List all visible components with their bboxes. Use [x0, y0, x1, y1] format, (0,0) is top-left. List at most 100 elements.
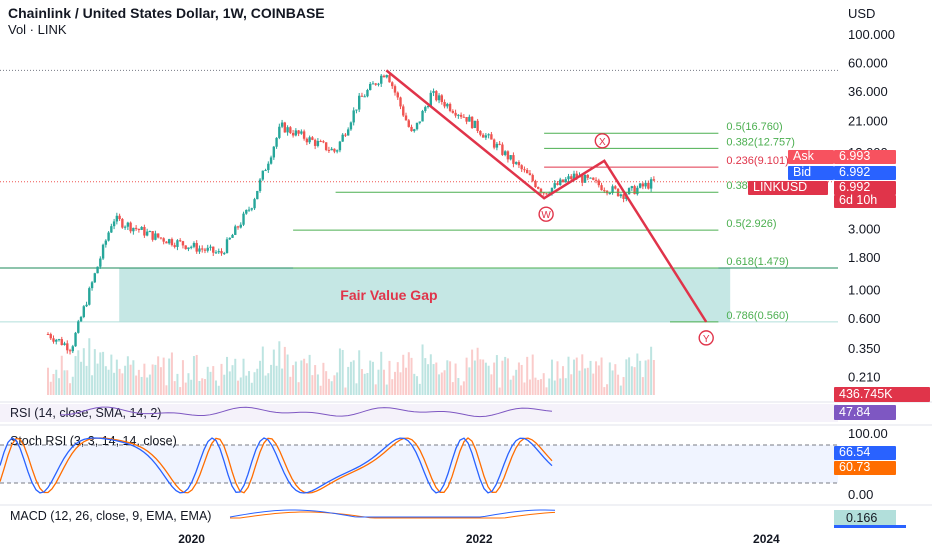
- volume-bar: [179, 387, 182, 395]
- volume-bar: [248, 371, 251, 395]
- candle-body: [531, 175, 534, 181]
- volume-bar: [528, 379, 531, 395]
- candle-body: [261, 170, 265, 180]
- candle-body: [225, 239, 229, 254]
- volume-bar: [515, 369, 518, 395]
- candle-body: [410, 126, 413, 132]
- candle-body: [264, 170, 267, 172]
- volume-bar: [272, 349, 275, 395]
- candle-body: [335, 150, 339, 152]
- volume-bar: [63, 370, 66, 395]
- candle-body: [484, 135, 488, 138]
- candle-body: [239, 224, 242, 228]
- candle-body: [369, 83, 372, 91]
- candle-body: [112, 221, 116, 227]
- volume-bar: [91, 375, 94, 395]
- volume-bar: [88, 338, 91, 395]
- volume-bar: [49, 381, 52, 395]
- candle-body: [308, 137, 311, 143]
- candle-body: [272, 146, 276, 158]
- stoch-k-line: [0, 437, 553, 494]
- candle-body: [313, 139, 317, 146]
- candle-body: [468, 116, 471, 122]
- volume-value: 436.745K: [839, 387, 893, 401]
- volume-bar: [327, 378, 330, 395]
- candle-body: [636, 187, 639, 195]
- candle-body: [302, 131, 306, 139]
- candle-body: [487, 134, 490, 136]
- price-tick-label: 1.000: [848, 283, 881, 298]
- candle-body: [88, 288, 91, 305]
- volume-bar: [608, 362, 611, 395]
- candle-body: [247, 209, 251, 211]
- volume-bar: [369, 360, 372, 395]
- volume-bar: [606, 384, 609, 395]
- candle-body: [539, 188, 543, 193]
- candle-body: [123, 226, 127, 228]
- candle-body: [148, 231, 152, 233]
- fib-level-label: 0.236(9.101): [726, 155, 788, 167]
- volume-bar: [338, 348, 341, 395]
- candle-body: [600, 185, 603, 191]
- volume-bar: [319, 385, 322, 395]
- candle-body: [245, 209, 248, 214]
- volume-bar: [402, 354, 405, 395]
- candle-body: [214, 252, 218, 254]
- volume-bar: [104, 366, 107, 395]
- candle-body: [512, 155, 515, 164]
- volume-bar: [561, 366, 564, 395]
- candle-body: [413, 129, 416, 132]
- volume-bar: [586, 367, 589, 395]
- candle-body: [432, 91, 435, 93]
- candle-body: [132, 227, 135, 232]
- candle-body: [327, 149, 331, 151]
- volume-bar: [214, 380, 217, 395]
- candle-body: [366, 90, 369, 97]
- stoch-tick-label: 100.00: [848, 426, 888, 441]
- candle-body: [561, 179, 565, 183]
- candle-body: [437, 95, 441, 101]
- candle-body: [374, 83, 377, 85]
- candle-body: [167, 239, 171, 244]
- countdown-value: 6d 10h: [839, 193, 877, 207]
- candle-body: [581, 175, 584, 183]
- volume-bar: [427, 364, 430, 395]
- candle-body: [638, 183, 642, 188]
- candle-body: [608, 193, 612, 195]
- volume-bar: [421, 344, 424, 395]
- candle-body: [435, 91, 438, 101]
- volume-bar: [396, 362, 399, 395]
- candle-body: [396, 92, 399, 98]
- candle-body: [338, 141, 342, 151]
- price-tick-label: 0.210: [848, 369, 881, 384]
- candle-body: [506, 151, 510, 160]
- volume-bar: [619, 385, 622, 395]
- volume-bar: [209, 371, 212, 395]
- volume-bar: [135, 375, 138, 395]
- candle-body: [291, 132, 295, 136]
- volume-bar: [468, 367, 471, 395]
- candle-body: [324, 142, 328, 150]
- candle-body: [234, 226, 237, 235]
- volume-bar: [168, 358, 171, 395]
- candle-body: [448, 103, 452, 111]
- candle-body: [297, 130, 300, 134]
- candle-body: [129, 222, 132, 232]
- candle-body: [220, 251, 223, 254]
- volume-bar: [380, 351, 383, 395]
- candle-body: [289, 127, 292, 133]
- volume-bar: [487, 365, 490, 395]
- candle-body: [564, 179, 567, 183]
- volume-bar: [471, 349, 474, 395]
- volume-bar: [77, 350, 80, 395]
- candle-body: [575, 173, 578, 178]
- price-tick-label: 21.000: [848, 114, 888, 129]
- volume-bar: [347, 366, 350, 395]
- price-tick-label: 1.800: [848, 250, 881, 265]
- candle-body: [269, 157, 273, 164]
- volume-bar: [567, 356, 570, 395]
- candle-body: [627, 188, 631, 195]
- volume-bar: [250, 382, 253, 395]
- candle-body: [459, 114, 463, 117]
